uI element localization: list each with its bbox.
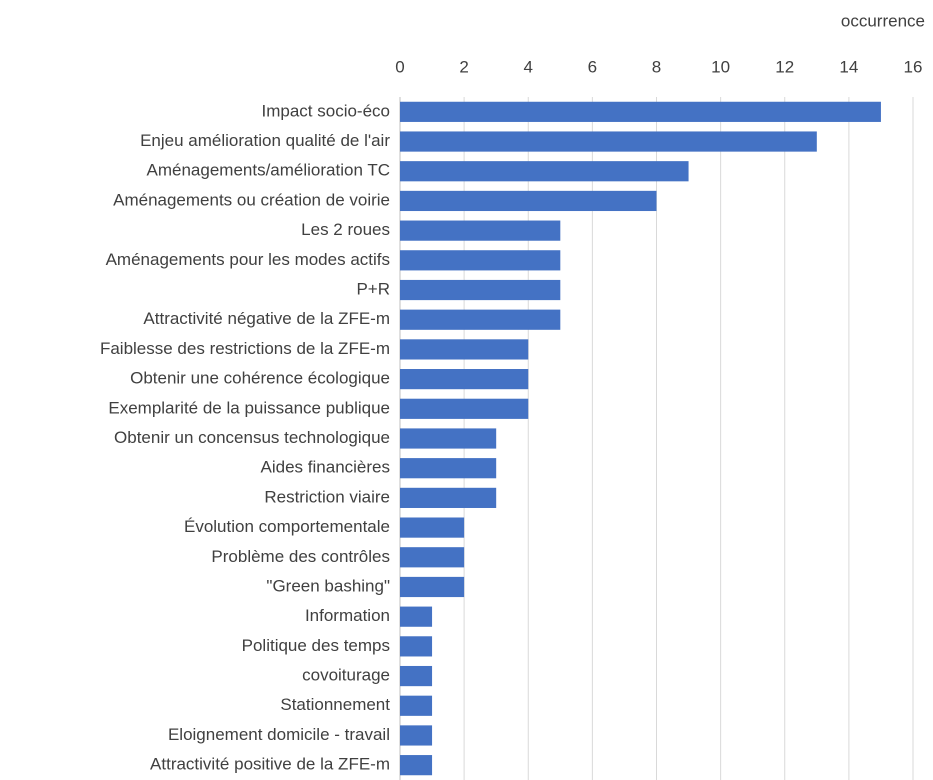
x-tick-label: 0 bbox=[395, 57, 404, 76]
y-tick-label: Obtenir une cohérence écologique bbox=[130, 369, 390, 388]
y-tick-label: Évolution comportementale bbox=[184, 517, 390, 536]
bar bbox=[400, 755, 433, 776]
x-tick-label: 6 bbox=[588, 57, 597, 76]
bar bbox=[400, 517, 465, 538]
bar bbox=[400, 695, 433, 716]
x-tick-label: 16 bbox=[904, 57, 923, 76]
y-tick-label: Attractivité négative de la ZFE-m bbox=[143, 309, 390, 328]
x-tick-label: 10 bbox=[711, 57, 730, 76]
bar bbox=[400, 576, 465, 598]
y-tick-label: Aménagements ou création de voirie bbox=[113, 190, 390, 209]
bar bbox=[400, 309, 561, 330]
bar bbox=[400, 458, 497, 479]
y-tick-label: P+R bbox=[356, 280, 390, 299]
bar bbox=[400, 279, 561, 301]
bar bbox=[400, 339, 529, 360]
y-tick-label: Restriction viaire bbox=[264, 487, 390, 506]
bar bbox=[400, 636, 433, 657]
bar bbox=[400, 398, 529, 419]
axis-title: occurrence bbox=[841, 11, 925, 30]
bar bbox=[400, 131, 817, 152]
x-tick-label: 2 bbox=[459, 57, 468, 76]
bar bbox=[400, 665, 433, 687]
bar bbox=[400, 547, 465, 568]
x-tick-label: 4 bbox=[524, 57, 533, 76]
bar bbox=[400, 101, 881, 122]
y-tick-label: Eloignement domicile - travail bbox=[168, 725, 390, 744]
y-tick-label: Obtenir un concensus technologique bbox=[114, 428, 390, 447]
y-tick-label: Enjeu amélioration qualité de l'air bbox=[140, 131, 390, 150]
y-tick-label: Faiblesse des restrictions de la ZFE-m bbox=[100, 339, 390, 358]
y-tick-label: Stationnement bbox=[280, 695, 390, 714]
bar bbox=[400, 369, 529, 390]
bar bbox=[400, 428, 497, 449]
y-tick-label: Les 2 roues bbox=[301, 220, 390, 239]
y-tick-label: Problème des contrôles bbox=[211, 547, 390, 566]
bar bbox=[400, 190, 657, 212]
x-tick-label: 12 bbox=[775, 57, 794, 76]
y-tick-label: Information bbox=[305, 606, 390, 625]
x-tick-label: 14 bbox=[839, 57, 858, 76]
y-tick-label: Aménagements/amélioration TC bbox=[147, 161, 390, 180]
y-tick-label: Aides financières bbox=[261, 458, 390, 477]
bar bbox=[400, 606, 433, 627]
y-tick-label: Attractivité positive de la ZFE-m bbox=[150, 755, 390, 774]
y-tick-label: Aménagements pour les modes actifs bbox=[106, 250, 390, 269]
y-tick-label: "Green bashing" bbox=[266, 576, 390, 595]
bar bbox=[400, 487, 497, 508]
y-tick-label: Politique des temps bbox=[242, 636, 390, 655]
bar bbox=[400, 161, 689, 182]
y-tick-label: Exemplarité de la puissance publique bbox=[108, 398, 390, 417]
x-tick-label: 8 bbox=[652, 57, 661, 76]
y-tick-label: Impact socio-éco bbox=[262, 101, 391, 120]
bar bbox=[400, 725, 433, 746]
y-tick-label: covoiturage bbox=[302, 666, 390, 685]
bar bbox=[400, 250, 561, 271]
bar bbox=[400, 220, 561, 241]
